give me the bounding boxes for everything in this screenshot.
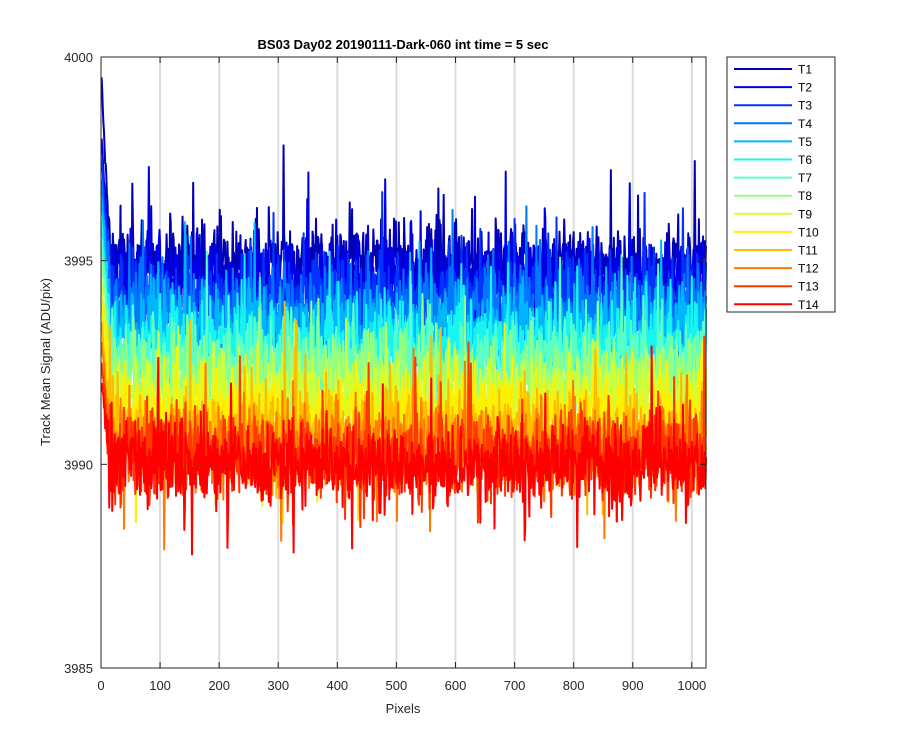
legend-label-t7: T7 (798, 171, 812, 185)
legend-label-t13: T13 (798, 280, 819, 294)
series-line-t14 (100, 345, 707, 556)
x-tick-label: 900 (622, 678, 644, 693)
legend-label-t1: T1 (798, 63, 812, 77)
x-tick-label: 500 (386, 678, 408, 693)
y-tick-label: 3990 (64, 457, 93, 472)
legend-label-t8: T8 (798, 189, 812, 203)
legend-label-t2: T2 (798, 81, 812, 95)
axes-box (100, 56, 707, 669)
legend-label-t12: T12 (798, 262, 819, 276)
x-tick-label: 100 (149, 678, 171, 693)
legend: T1 T2 T3 T4 T5 T6 T7 T8 T9 T10 T11 T12 T13 T14 (726, 56, 836, 313)
x-tick-label: 1000 (677, 678, 706, 693)
y-tick-label: 3985 (64, 661, 93, 676)
legend-label-t14: T14 (798, 298, 819, 312)
legend-label-t6: T6 (798, 153, 812, 167)
x-tick-label: 600 (445, 678, 467, 693)
legend-label-t11: T11 (798, 244, 818, 258)
legend-entries: T1 T2 T3 T4 T5 T6 T7 T8 T9 T10 T11 T12 T13 T14 (734, 63, 819, 312)
x-tick-label: 0 (97, 678, 104, 693)
series-layer (100, 77, 707, 556)
x-tick-label: 200 (208, 678, 230, 693)
tick-layer: 0 100 200 300 400 500 600 700 800 900 1000 3985 3990… (64, 50, 706, 693)
legend-label-t3: T3 (798, 99, 812, 113)
legend-label-t5: T5 (798, 135, 812, 149)
legend-label-t4: T4 (798, 117, 812, 131)
legend-box (726, 56, 836, 313)
legend-label-t10: T10 (798, 225, 819, 239)
chart-title: BS03 Day02 20190111-Dark-060 int time = … (258, 37, 549, 52)
y-tick-label: 3995 (64, 254, 93, 269)
x-tick-label: 400 (326, 678, 348, 693)
y-axis-label: Track Mean Signal (ADU/pix) (38, 278, 53, 446)
y-tick-label: 4000 (64, 50, 93, 65)
legend-label-t9: T9 (798, 207, 812, 221)
x-tick-label: 300 (267, 678, 289, 693)
x-tick-label: 800 (563, 678, 585, 693)
x-axis-label: Pixels (386, 701, 421, 716)
x-tick-label: 700 (504, 678, 526, 693)
